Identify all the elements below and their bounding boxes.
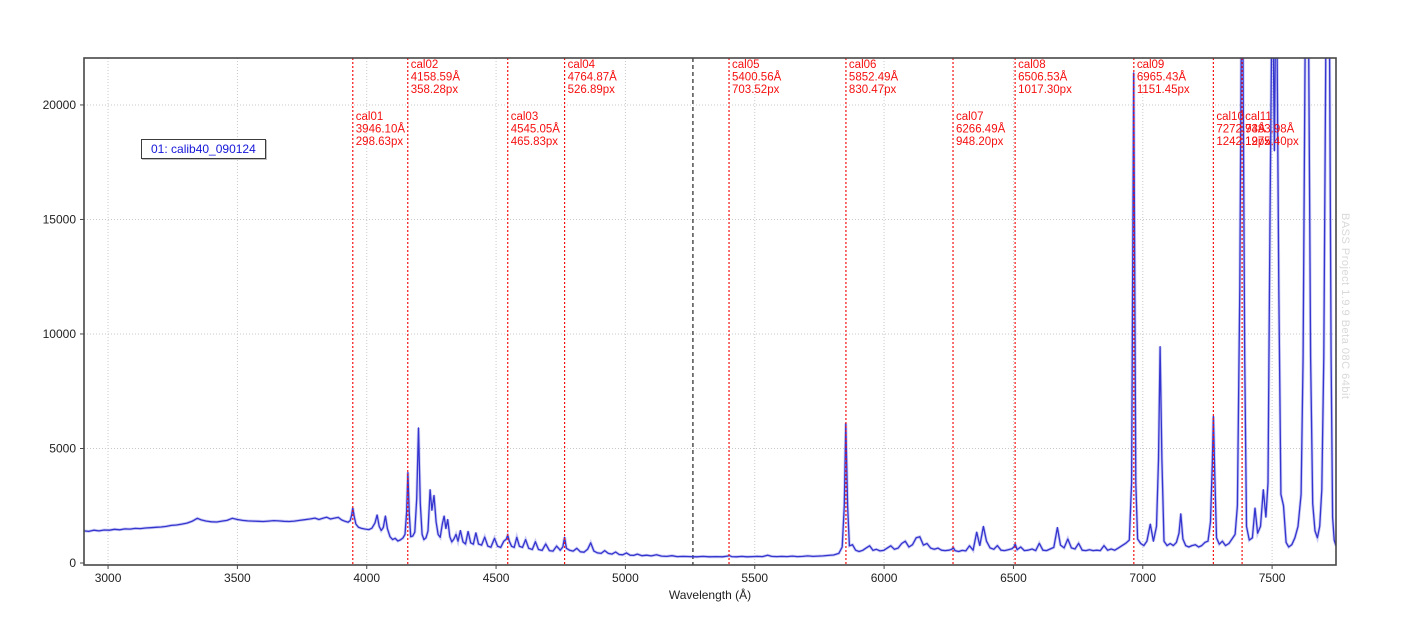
calibration-label-cal03: 4545.05Å <box>511 123 561 136</box>
y-tick-label: 5000 <box>49 441 76 455</box>
y-tick-label: 10000 <box>43 327 77 341</box>
x-tick-label: 4000 <box>353 571 380 585</box>
watermark-text: BASS Project 1.9.9 Beta 08C 64bit <box>1339 213 1351 400</box>
calibration-label-cal01: 3946.10Å <box>356 123 406 136</box>
calibration-label-cal05: cal05 <box>732 59 760 71</box>
calibration-label-cal07: 948.20px <box>956 136 1004 148</box>
calibration-label-cal01: cal01 <box>356 111 384 123</box>
calibration-label-cal02: cal02 <box>411 59 439 71</box>
calibration-label-cal10: 7272.94Å <box>1216 123 1266 136</box>
calibration-label-cal07: 6266.49Å <box>956 123 1006 136</box>
series-legend-label: 01: calib40_090124 <box>151 142 256 156</box>
calibration-label-cal06: 5852.49Å <box>849 71 899 84</box>
spectrum-line <box>84 58 1336 558</box>
x-tick-label: 5000 <box>612 571 639 585</box>
x-tick-label: 4500 <box>483 571 510 585</box>
calibration-label-cal09: 1151.45px <box>1137 84 1190 96</box>
x-tick-label: 7000 <box>1129 571 1156 585</box>
x-tick-label: 7500 <box>1259 571 1286 585</box>
calibration-label-cal11: 1275.40px <box>1245 136 1299 148</box>
calibration-label-cal04: 4764.87Å <box>568 71 618 84</box>
calibration-label-cal10: 1242.19px <box>1216 136 1270 148</box>
calibration-label-cal04: 526.89px <box>568 84 616 96</box>
calibration-label-cal11: 7383.98Å <box>1245 123 1295 136</box>
calibration-label-cal05: 5400.56Å <box>732 71 782 84</box>
plot-border <box>83 57 1337 566</box>
y-tick-label: 20000 <box>43 98 77 112</box>
x-tick-label: 3500 <box>224 571 251 585</box>
spectrum-line-glow <box>84 58 1336 559</box>
calibration-label-cal01: 298.63px <box>356 136 404 148</box>
calibration-label-cal03: 465.83px <box>511 136 559 148</box>
calibration-label-cal08: cal08 <box>1018 59 1046 71</box>
calibration-label-cal02: 4158.59Å <box>411 71 461 84</box>
calibration-label-cal08: 1017.30px <box>1018 84 1072 96</box>
x-tick-label: 3000 <box>95 571 122 585</box>
calibration-label-cal11: cal11 <box>1245 111 1272 123</box>
calibration-label-cal05: 703.52px <box>732 84 780 96</box>
x-tick-label: 6000 <box>871 571 898 585</box>
series-legend[interactable]: 01: calib40_090124 <box>141 139 266 159</box>
calibration-label-cal09: 6965.43Å <box>1137 71 1187 84</box>
calibration-label-cal10: cal10 <box>1216 111 1244 123</box>
x-axis-title: Wavelength (Å) <box>668 588 752 602</box>
y-tick-label: 0 <box>69 556 76 570</box>
calibration-label-cal04: cal04 <box>568 59 596 71</box>
calibration-label-cal07: cal07 <box>956 111 984 123</box>
calibration-label-cal08: 6506.53Å <box>1018 71 1068 84</box>
calibration-label-cal03: cal03 <box>511 111 539 123</box>
calibration-label-cal06: 830.47px <box>849 84 897 96</box>
x-tick-label: 5500 <box>741 571 768 585</box>
calibration-label-cal09: cal09 <box>1137 59 1165 71</box>
calibration-label-cal02: 358.28px <box>411 84 459 96</box>
calibration-label-cal06: cal06 <box>849 59 877 71</box>
x-tick-label: 6500 <box>1000 571 1027 585</box>
y-tick-label: 15000 <box>43 212 77 226</box>
